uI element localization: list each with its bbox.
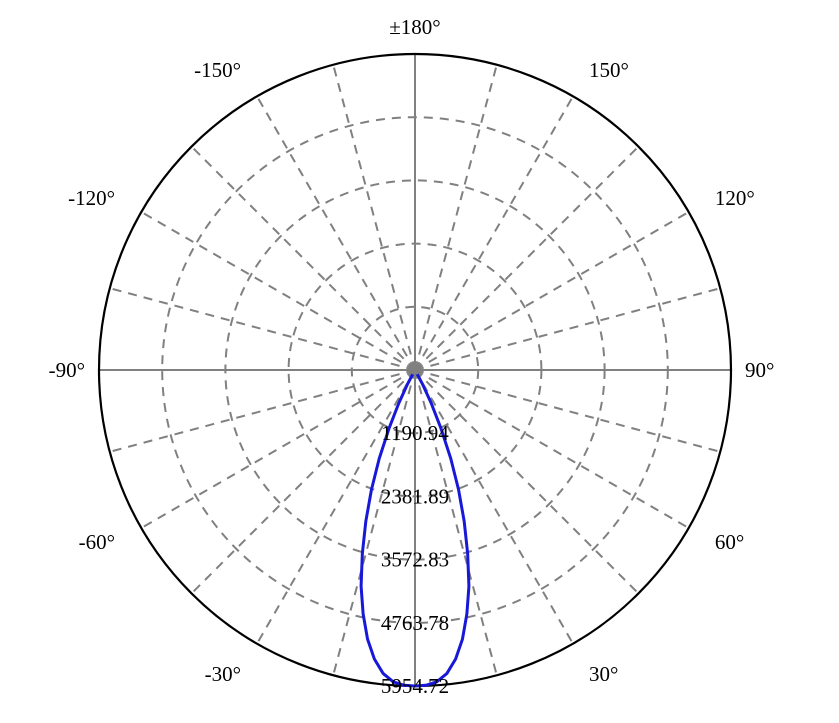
angle-label: -90°: [49, 358, 85, 382]
radial-label: 5954.72: [381, 674, 449, 698]
radial-label: 3572.83: [381, 548, 449, 572]
polar-chart: 1190.94 2381.89 3572.83 4763.78 5954.72 ±180°…: [0, 0, 839, 723]
radial-label: 1190.94: [381, 421, 449, 445]
angle-label: ±180°: [389, 15, 440, 39]
angle-label: 90°: [745, 358, 774, 382]
angle-label: -30°: [205, 662, 241, 686]
angle-label: 60°: [715, 530, 744, 554]
angle-label: -150°: [194, 58, 241, 82]
angle-label: -120°: [68, 186, 115, 210]
angle-label: 150°: [589, 58, 629, 82]
angle-label: 120°: [715, 186, 755, 210]
angle-label: -60°: [79, 530, 115, 554]
radial-label: 4763.78: [381, 611, 449, 635]
angle-label: 30°: [589, 662, 618, 686]
radial-label: 2381.89: [381, 484, 449, 508]
center-dot: [410, 365, 420, 375]
